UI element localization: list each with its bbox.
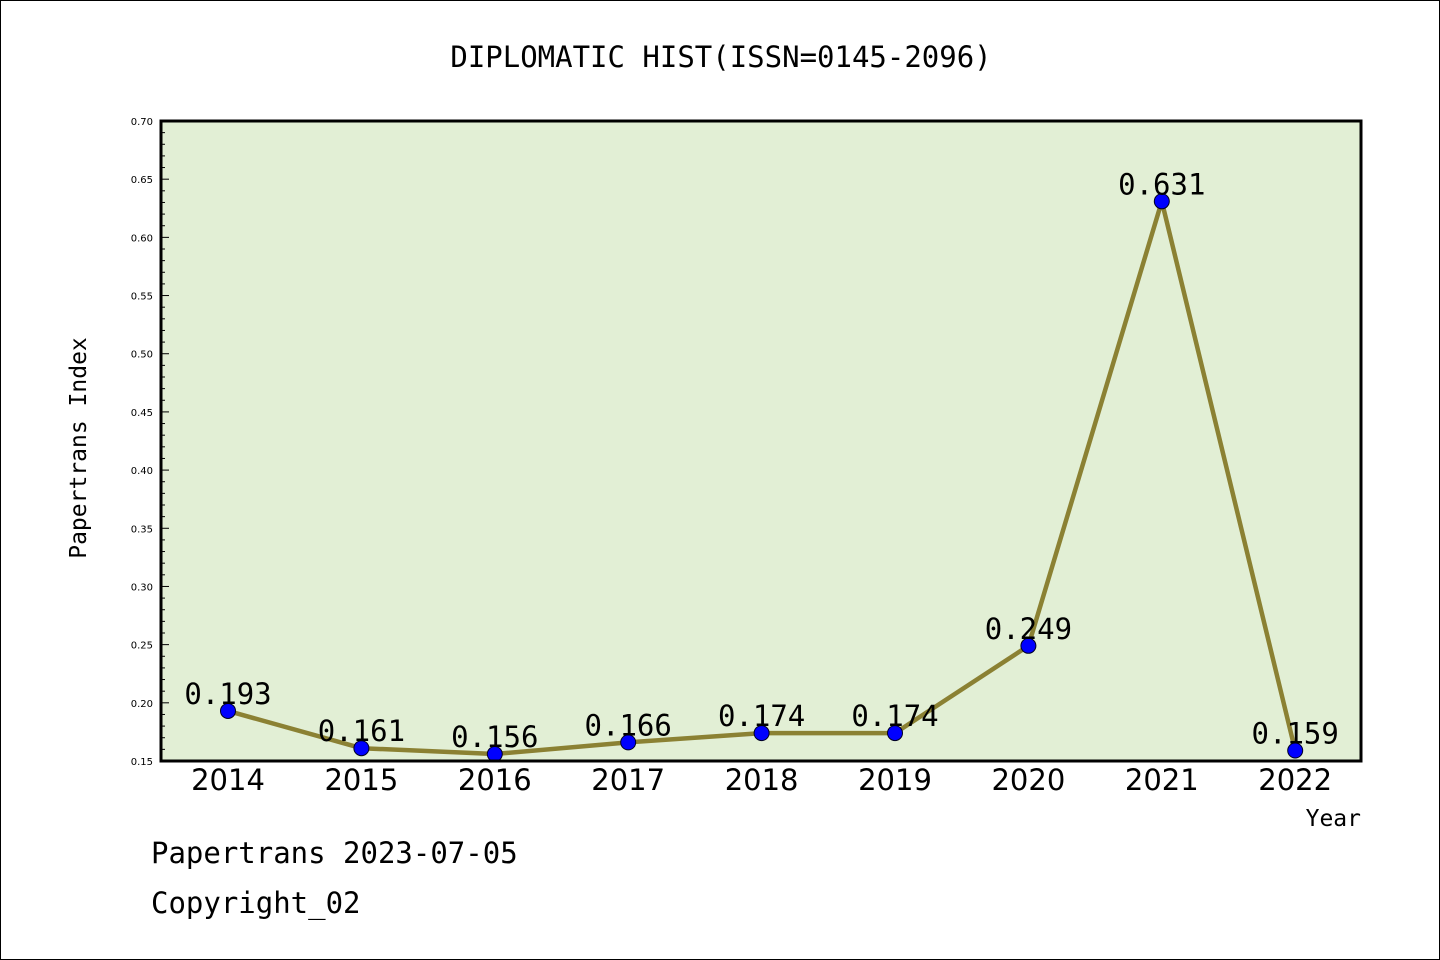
y-axis-label: Papertrans Index: [66, 337, 92, 559]
data-point: [753, 725, 770, 742]
data-point: [220, 702, 236, 719]
footer-copyright: Copyright_02: [151, 886, 361, 920]
y-tick-label: 0.30: [131, 582, 153, 593]
y-tick-label: 0.60: [131, 233, 153, 244]
y-tick-label: 0.45: [131, 408, 153, 419]
data-point: [353, 740, 370, 757]
data-label: 0.174: [718, 699, 805, 733]
data-point: [1287, 742, 1304, 759]
chart-title: DIPLOMATIC HIST(ISSN=0145-2096): [450, 40, 991, 74]
y-tick-label: 0.55: [131, 292, 153, 303]
x-tick-label: 2016: [458, 763, 532, 797]
data-point: [1153, 193, 1170, 210]
x-tick-label: 2015: [324, 763, 398, 797]
x-tick-label: 2014: [191, 763, 265, 797]
y-tick-label: 0.25: [131, 641, 153, 652]
x-tick-label: 2021: [1125, 763, 1199, 797]
data-label: 0.161: [318, 714, 405, 748]
y-tick-label: 0.40: [131, 466, 153, 477]
x-axis-label: Year: [1306, 806, 1361, 832]
x-tick-label: 2019: [858, 763, 932, 797]
x-tick-label: 2020: [991, 763, 1065, 797]
y-tick-label: 0.20: [131, 699, 153, 710]
data-label: 0.193: [184, 677, 271, 711]
plot-border: [159, 119, 1363, 763]
y-tick-label: 0.65: [131, 175, 153, 186]
data-point: [887, 725, 903, 742]
y-tick-label: 0.15: [131, 757, 153, 768]
y-tick-label: 0.35: [131, 524, 153, 535]
data-point: [620, 734, 637, 751]
footer-date: Papertrans 2023-07-05: [151, 836, 518, 870]
data-label: 0.166: [585, 708, 672, 742]
data-label: 0.631: [1118, 167, 1205, 201]
y-tick-label: 0.70: [131, 117, 153, 128]
data-label: 0.249: [985, 612, 1072, 646]
data-label: 0.156: [451, 720, 538, 754]
plot-area: [161, 121, 1361, 761]
data-label: 0.174: [851, 699, 938, 733]
x-tick-label: 2022: [1258, 763, 1332, 797]
data-label: 0.159: [1252, 717, 1339, 751]
x-tick-label: 2017: [591, 763, 665, 797]
y-tick-label: 0.50: [131, 350, 153, 361]
x-tick-label: 2018: [725, 763, 799, 797]
data-point: [1020, 637, 1037, 654]
